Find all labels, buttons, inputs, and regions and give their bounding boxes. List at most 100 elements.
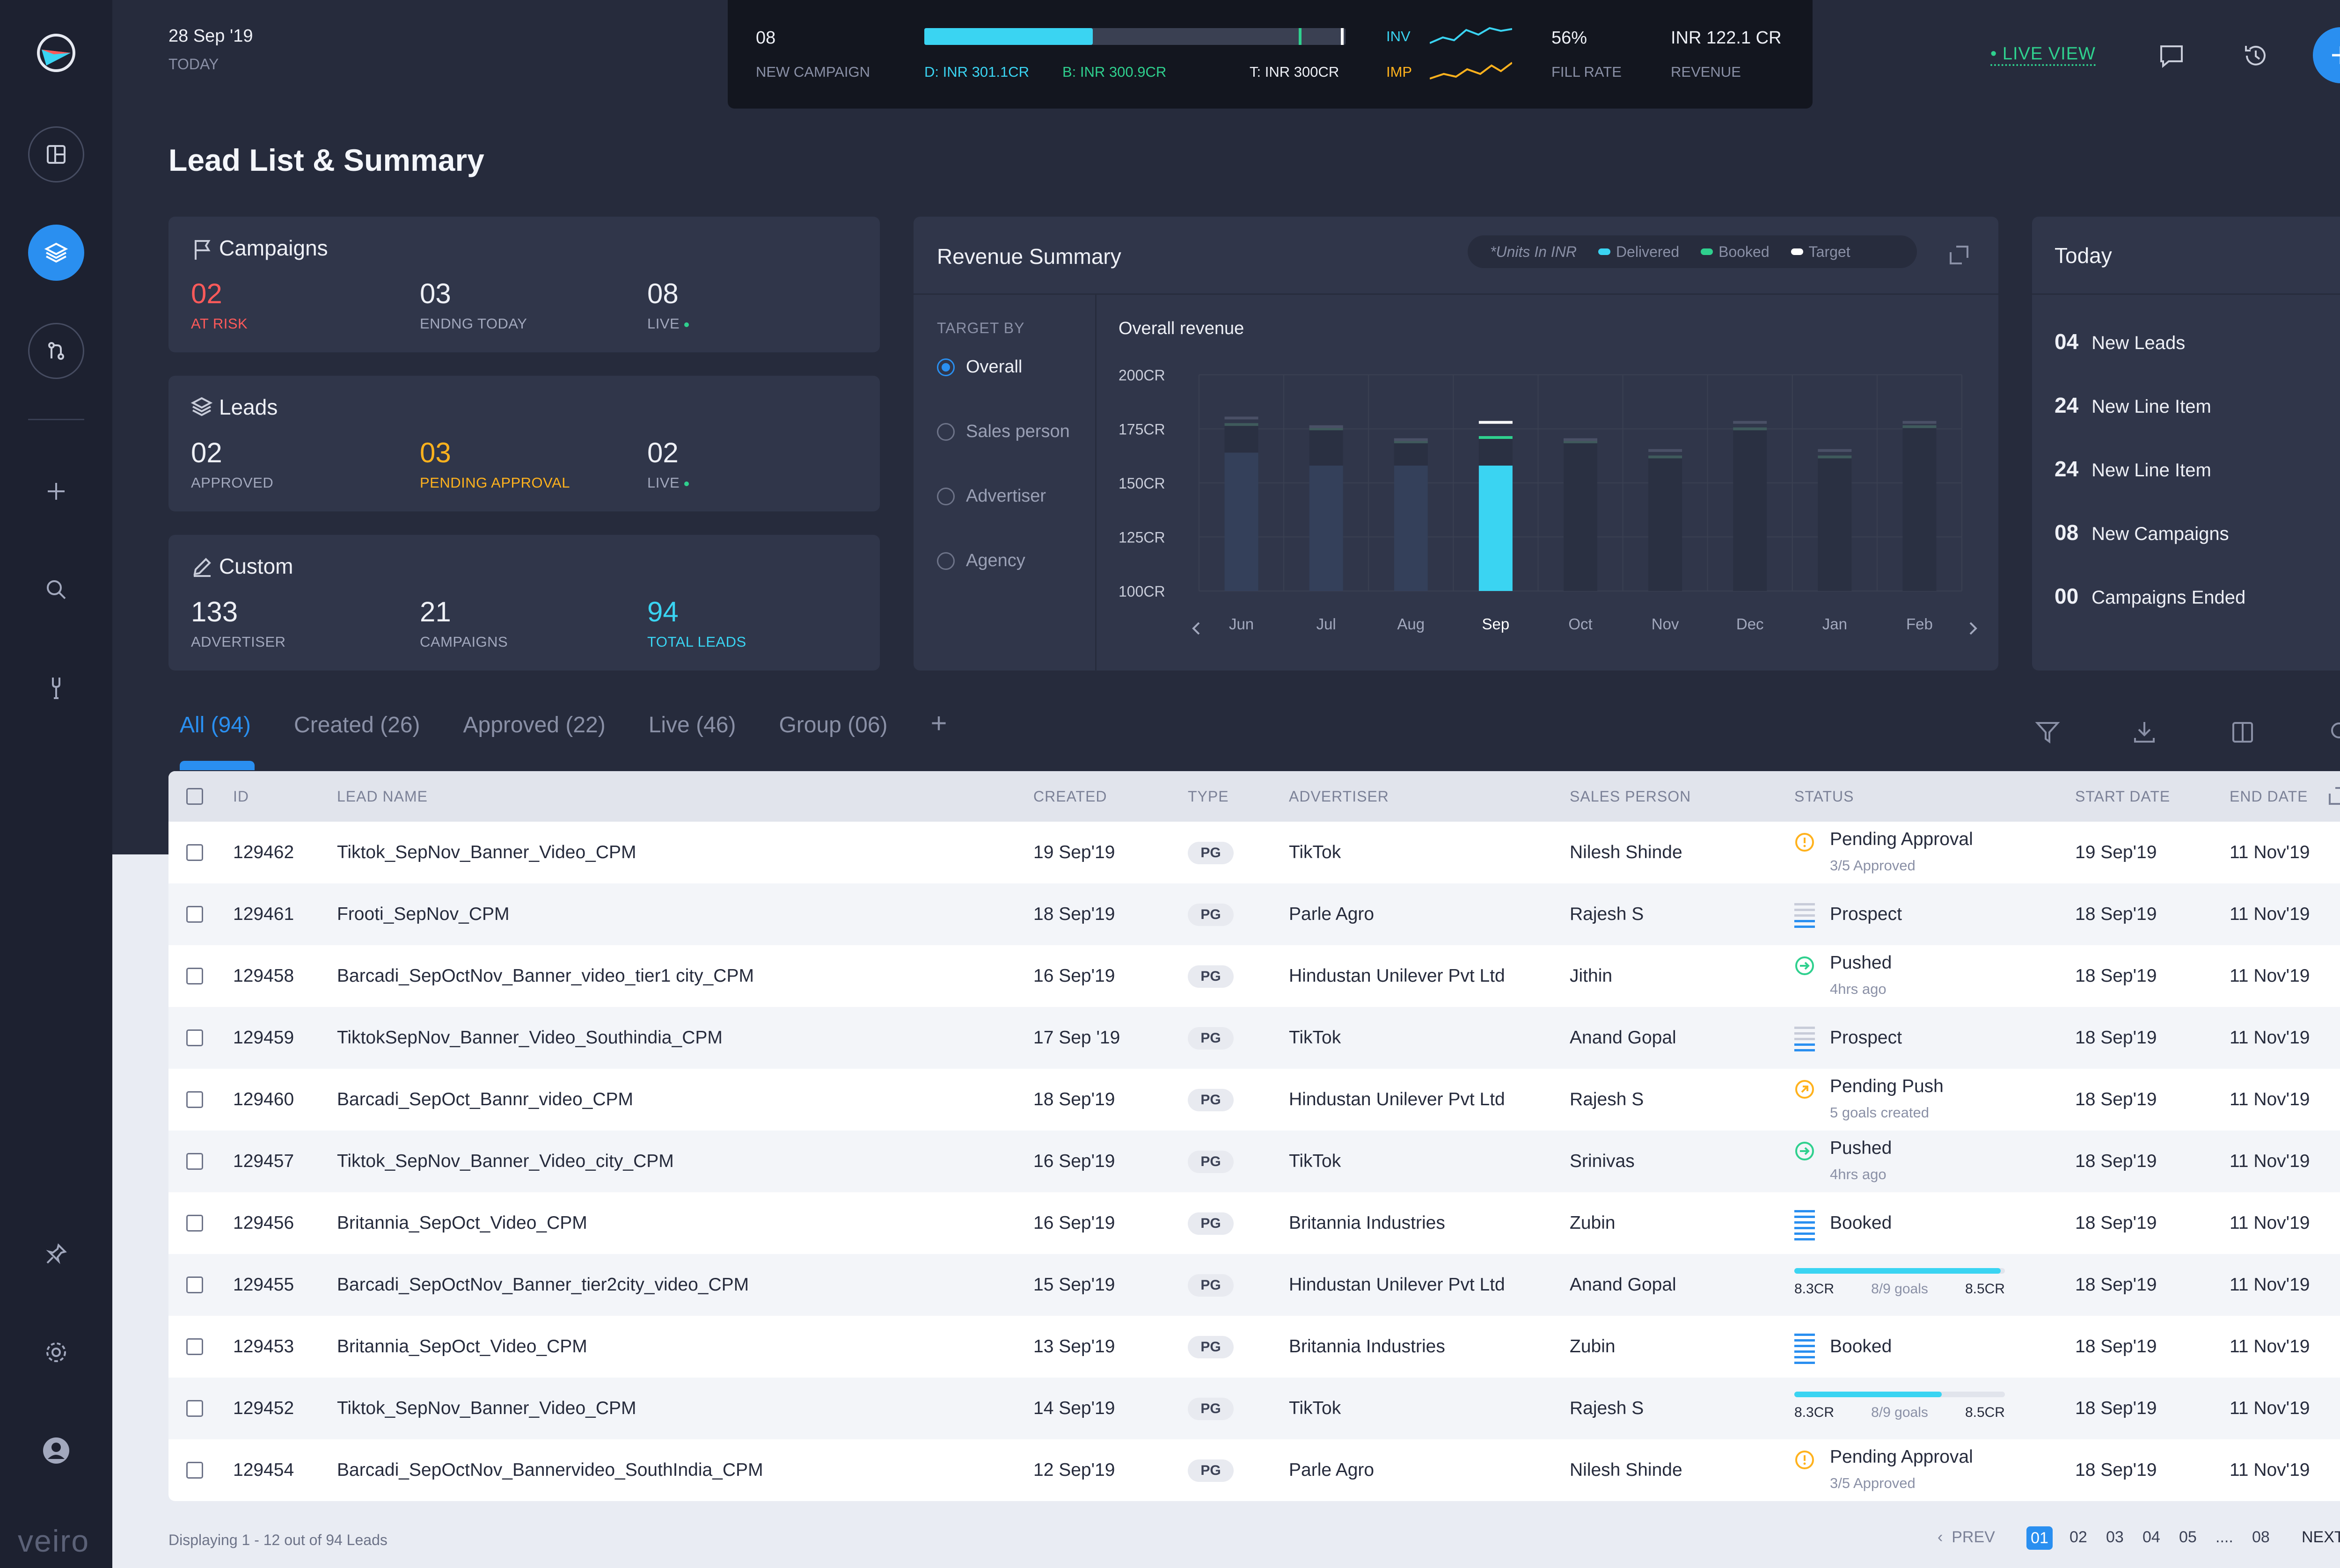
live-view-link[interactable]: • LIVE VIEW (1990, 44, 2096, 66)
lead-name[interactable]: Frooti_SepNov_CPM (337, 904, 510, 924)
stat-campaigns-total[interactable]: 21 CAMPAIGNS (420, 596, 508, 650)
lead-name[interactable]: Tiktok_SepNov_Banner_Video_city_CPM (337, 1151, 674, 1171)
row-checkbox[interactable] (186, 968, 203, 985)
col-status[interactable]: STATUS (1794, 788, 1854, 805)
lead-name[interactable]: Barcadi_SepOct_Bannr_video_CPM (337, 1089, 634, 1109)
nav-add-icon[interactable] (42, 477, 70, 505)
page-08[interactable]: 08 (2252, 1528, 2270, 1546)
stat-approved[interactable]: 02 APPROVED (191, 437, 274, 491)
target-option-sales-person[interactable]: Sales person (937, 422, 1070, 442)
lead-name[interactable]: Britannia_SepOct_Video_CPM (337, 1336, 587, 1357)
lead-name[interactable]: Britannia_SepOct_Video_CPM (337, 1213, 587, 1233)
tab-group[interactable]: Group (06) (779, 713, 888, 737)
stat-ending-today[interactable]: 03 ENDNG TODAY (420, 278, 527, 332)
col-end-date[interactable]: END DATE (2230, 788, 2308, 805)
lead-name[interactable]: Tiktok_SepNov_Banner_Video_CPM (337, 842, 636, 862)
col-id[interactable]: ID (233, 788, 249, 805)
col-sales-person[interactable]: SALES PERSON (1570, 788, 1691, 805)
history-icon[interactable] (2240, 40, 2271, 71)
today-new-campaigns[interactable]: 08 New Campaigns (2055, 520, 2229, 545)
nav-settings-gear-icon[interactable] (42, 1338, 70, 1366)
col-advertiser[interactable]: ADVERTISER (1289, 788, 1389, 805)
col-lead-name[interactable]: LEAD NAME (337, 788, 428, 805)
table-row[interactable]: 129454 Barcadi_SepOctNov_Bannervideo_Sout… (168, 1439, 2340, 1501)
lead-name[interactable]: TiktokSepNov_Banner_Video_Southindia_CPM (337, 1028, 723, 1048)
row-checkbox[interactable] (186, 1400, 203, 1417)
lead-name[interactable]: Tiktok_SepNov_Banner_Video_CPM (337, 1398, 636, 1418)
tab-approved[interactable]: Approved (22) (463, 713, 606, 737)
nav-user-avatar-icon[interactable] (42, 1437, 70, 1465)
campaigns-card[interactable]: Campaigns 02 AT RISK 03 ENDNG TODAY 08 LIVE (168, 217, 880, 352)
legend-booked[interactable]: Booked (1701, 243, 1770, 261)
legend-delivered[interactable]: Delivered (1598, 243, 1679, 261)
today-new-line-item-2[interactable]: 24 New Line Item (2055, 457, 2211, 481)
target-option-advertiser[interactable]: Advertiser (937, 486, 1046, 506)
col-type[interactable]: TYPE (1188, 788, 1229, 805)
stat-leads-live[interactable]: 02 LIVE (647, 437, 689, 491)
page-04[interactable]: 04 (2143, 1528, 2160, 1546)
table-row[interactable]: 129458 Barcadi_SepOctNov_Banner_video_tie… (168, 945, 2340, 1007)
stat-pending-approval[interactable]: 03 PENDING APPROVAL (420, 437, 570, 491)
chart-next-icon[interactable] (1969, 622, 1977, 635)
app-logo-icon[interactable] (35, 32, 77, 74)
select-all-checkbox[interactable] (186, 788, 203, 805)
today-campaigns-ended[interactable]: 00 Campaigns Ended (2055, 584, 2246, 608)
stat-advertisers[interactable]: 133 ADVERTISER (191, 596, 286, 650)
nav-pin-icon[interactable] (42, 1240, 70, 1268)
nav-tools-icon[interactable] (42, 674, 70, 702)
today-new-leads[interactable]: 04 New Leads (2055, 329, 2186, 354)
table-row[interactable]: 129453 Britannia_SepOct_Video_CPM 13 Sep'1… (168, 1316, 2340, 1378)
columns-icon[interactable] (2226, 716, 2259, 749)
table-expand-icon[interactable] (2326, 784, 2340, 808)
chart-prev-icon[interactable] (1192, 622, 1200, 635)
row-checkbox[interactable] (186, 1029, 203, 1046)
filter-icon[interactable] (2031, 716, 2064, 749)
table-row[interactable]: 129459 TiktokSepNov_Banner_Video_Southind… (168, 1007, 2340, 1069)
table-row[interactable]: 129461 Frooti_SepNov_CPM 18 Sep'19 PG Parle … (168, 883, 2340, 945)
next-page-link[interactable]: NEXT › (2302, 1528, 2340, 1546)
table-row[interactable]: 129460 Barcadi_SepOct_Bannr_video_CPM 18 S… (168, 1069, 2340, 1130)
page-05[interactable]: 05 (2179, 1528, 2197, 1546)
row-checkbox[interactable] (186, 1091, 203, 1108)
today-new-line-item[interactable]: 24 New Line Item (2055, 393, 2211, 417)
lead-name[interactable]: Barcadi_SepOctNov_Bannervideo_SouthIndia… (337, 1460, 763, 1480)
target-option-agency[interactable]: Agency (937, 551, 1025, 571)
page-01[interactable]: 01 (2026, 1526, 2053, 1550)
tab-live[interactable]: Live (46) (648, 713, 736, 737)
page-02[interactable]: 02 (2069, 1528, 2087, 1546)
nav-dashboard-icon[interactable] (28, 126, 84, 182)
add-tab-icon[interactable]: + (930, 707, 947, 739)
row-checkbox[interactable] (186, 1338, 203, 1355)
row-checkbox[interactable] (186, 1462, 203, 1479)
download-icon[interactable] (2128, 716, 2161, 749)
legend-target[interactable]: Target (1791, 243, 1850, 261)
table-row[interactable]: 129457 Tiktok_SepNov_Banner_Video_city_CP… (168, 1130, 2340, 1192)
table-row[interactable]: 129452 Tiktok_SepNov_Banner_Video_CPM 14 S… (168, 1378, 2340, 1439)
target-option-overall[interactable]: Overall (937, 357, 1022, 377)
table-row[interactable]: 129456 Britannia_SepOct_Video_CPM 16 Sep'1… (168, 1192, 2340, 1254)
leads-card[interactable]: Leads 02 APPROVED 03 PENDING APPROVAL 02 LI… (168, 376, 880, 511)
messages-icon[interactable] (2156, 40, 2187, 71)
nav-leads-layers-icon[interactable] (28, 225, 84, 281)
tab-all[interactable]: All (94) (180, 713, 251, 737)
prev-page-link[interactable]: ‹ PREV (1938, 1528, 1995, 1546)
row-checkbox[interactable] (186, 1153, 203, 1170)
row-checkbox[interactable] (186, 906, 203, 923)
table-row[interactable]: 129455 Barcadi_SepOctNov_Banner_tier2city… (168, 1254, 2340, 1316)
row-checkbox[interactable] (186, 1215, 203, 1232)
nav-workflow-icon[interactable] (28, 323, 84, 379)
row-checkbox[interactable] (186, 844, 203, 861)
nav-search-icon[interactable] (42, 576, 70, 604)
table-row[interactable]: 129462 Tiktok_SepNov_Banner_Video_CPM 19 S… (168, 822, 2340, 883)
tab-created[interactable]: Created (26) (294, 713, 420, 737)
col-start-date[interactable]: START DATE (2075, 788, 2171, 805)
stat-total-leads[interactable]: 94 TOTAL LEADS (647, 596, 746, 650)
col-created[interactable]: CREATED (1033, 788, 1107, 805)
stat-at-risk[interactable]: 02 AT RISK (191, 278, 248, 332)
expand-icon[interactable] (1947, 243, 1971, 267)
row-checkbox[interactable] (186, 1276, 203, 1293)
table-search-icon[interactable] (2325, 716, 2340, 749)
lead-name[interactable]: Barcadi_SepOctNov_Banner_video_tier1 cit… (337, 966, 754, 986)
lead-name[interactable]: Barcadi_SepOctNov_Banner_tier2city_video… (337, 1275, 749, 1295)
stat-campaigns-live[interactable]: 08 LIVE (647, 277, 689, 332)
